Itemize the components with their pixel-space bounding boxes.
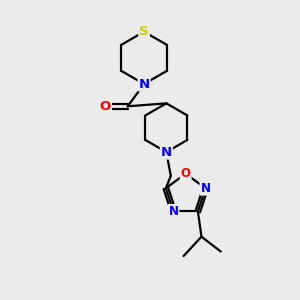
Text: N: N bbox=[200, 182, 211, 195]
Text: S: S bbox=[139, 25, 149, 38]
Text: O: O bbox=[181, 167, 191, 180]
Text: O: O bbox=[100, 100, 111, 113]
Text: N: N bbox=[161, 146, 172, 159]
Text: N: N bbox=[168, 205, 178, 218]
Text: N: N bbox=[139, 77, 150, 91]
